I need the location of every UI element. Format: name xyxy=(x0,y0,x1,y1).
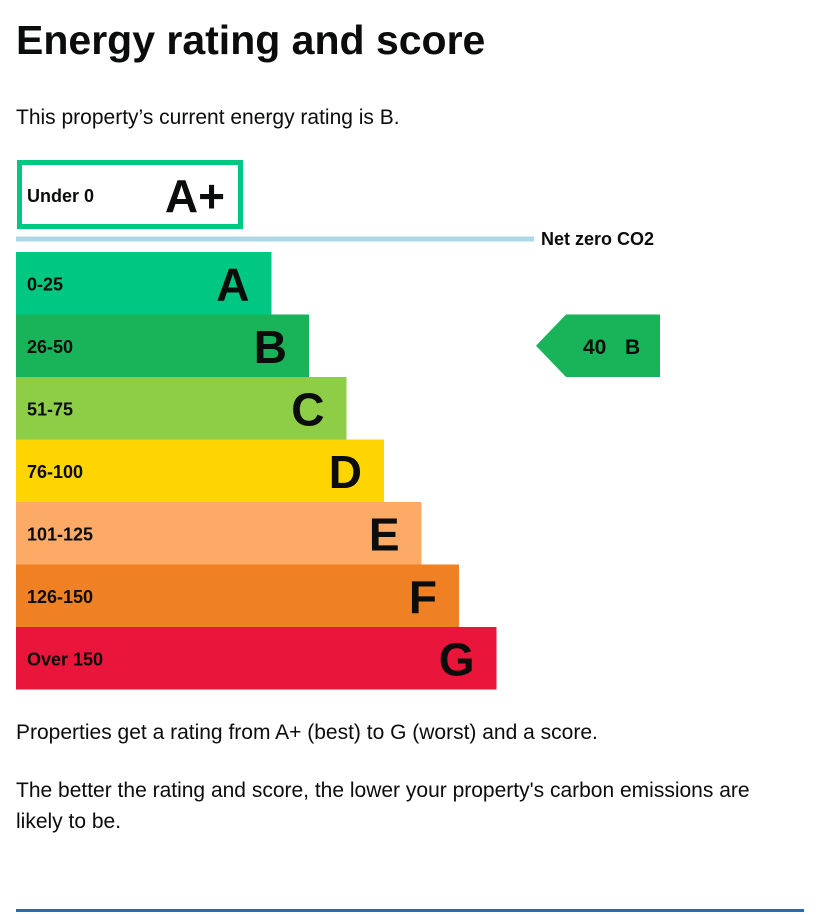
energy-rating-chart: Under 0 A+ Net zero CO2 0-25 A 26-50 B 51-75 C 76… xyxy=(16,160,660,690)
band-aplus-letter: A+ xyxy=(165,170,225,222)
band-aplus-box xyxy=(17,160,243,229)
band-aplus-range: Under 0 xyxy=(27,186,94,206)
band-b-bar xyxy=(16,314,309,377)
section-divider xyxy=(16,909,804,912)
current-rating-arrow xyxy=(536,314,660,377)
band-d-letter: D xyxy=(329,446,362,498)
current-score: 40 xyxy=(583,336,606,359)
band-c-letter: C xyxy=(291,383,324,435)
band-a-letter: A xyxy=(216,258,249,310)
band-a-range: 0-25 xyxy=(27,274,63,294)
current-rating-letter: B xyxy=(625,336,640,359)
band-f-range: 126-150 xyxy=(27,587,93,607)
band-g-bar xyxy=(16,627,497,690)
band-g-range: Over 150 xyxy=(27,649,103,669)
band-d-range: 76-100 xyxy=(27,462,83,482)
band-b-letter: B xyxy=(254,321,287,373)
band-g-letter: G xyxy=(439,633,475,685)
band-d-bar xyxy=(16,439,384,502)
band-b-range: 26-50 xyxy=(27,337,73,357)
net-zero-label: Net zero CO2 xyxy=(541,229,654,249)
band-e-range: 101-125 xyxy=(27,524,93,544)
band-f-letter: F xyxy=(409,571,437,623)
band-c-range: 51-75 xyxy=(27,399,73,419)
band-a-bar xyxy=(16,252,272,315)
band-f-bar xyxy=(16,564,459,627)
band-c-bar xyxy=(16,377,347,440)
page-title: Energy rating and score xyxy=(16,17,486,63)
emissions-explanation: The better the rating and score, the low… xyxy=(16,779,750,833)
rating-explanation: Properties get a rating from A+ (best) t… xyxy=(16,721,598,744)
current-rating-text: This property’s current energy rating is… xyxy=(16,106,400,129)
band-e-bar xyxy=(16,502,422,565)
band-e-letter: E xyxy=(369,508,400,560)
